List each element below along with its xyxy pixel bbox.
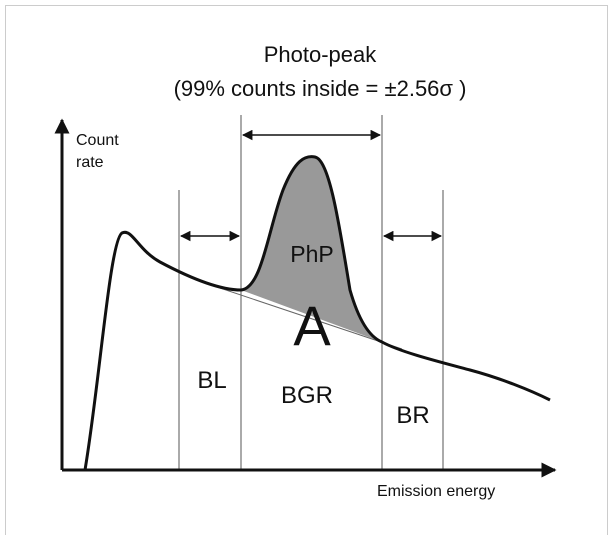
region-label: BL (197, 367, 226, 394)
axes (54, 118, 557, 478)
frame (5, 5, 608, 535)
title-line: (99% counts inside = ±2.56σ ) (174, 76, 467, 101)
region-label: PhP (290, 241, 333, 267)
region-label: BGR (281, 382, 333, 409)
range-arrows (179, 129, 443, 242)
y-axis-label: Count (76, 132, 119, 149)
y-axis-label: rate (76, 154, 104, 171)
background-line (204, 282, 403, 350)
title-line: Photo-peak (264, 42, 378, 67)
region-label: A (293, 294, 331, 357)
guide-lines (178, 115, 444, 470)
peak-area (241, 156, 382, 342)
spectrum-curve (83, 155, 551, 471)
x-axis-label: Emission energy (377, 483, 495, 500)
region-label: BR (396, 402, 429, 429)
